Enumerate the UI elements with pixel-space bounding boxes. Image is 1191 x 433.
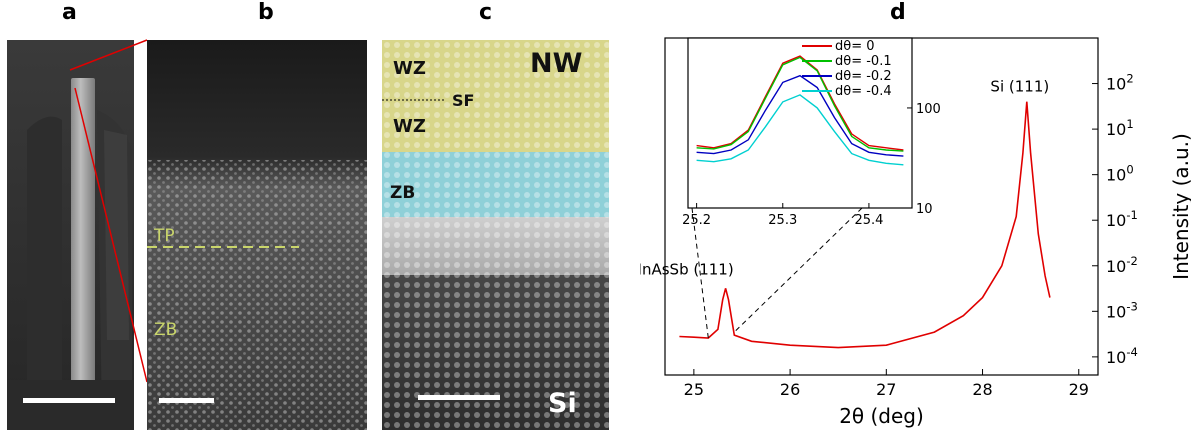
panel-letter-d: d — [890, 0, 906, 25]
y-tick-label: 100 — [1106, 163, 1134, 185]
zb-label-c: ZB — [390, 183, 416, 203]
inset-legend-label: dθ= -0.1 — [835, 54, 892, 69]
wz-label-bottom: WZ — [393, 116, 426, 137]
inassb-peak-annotation: InAsSb (111) — [640, 261, 734, 279]
inset-legend-label: dθ= 0 — [835, 39, 875, 54]
y-tick-label: 10-1 — [1106, 208, 1138, 230]
x-tick-label: 27 — [876, 380, 896, 399]
panel-letter-a: a — [62, 0, 77, 25]
panel-letter-c: c — [479, 0, 493, 25]
inset-y-tick-label: 100 — [916, 102, 941, 117]
x-axis-label: 2θ (deg) — [839, 404, 924, 428]
inset-connector-left — [691, 207, 709, 339]
y-tick-label: 101 — [1106, 117, 1134, 139]
inset-legend-label: dθ= -0.2 — [835, 69, 892, 84]
wz-label-top: WZ — [393, 58, 426, 79]
nw-label: NW — [530, 48, 583, 79]
inset-series-line — [696, 74, 904, 157]
si-label: Si — [548, 388, 577, 419]
inset-frame — [687, 37, 913, 209]
x-tick-label: 28 — [972, 380, 992, 399]
inset-x-tick-label: 25.2 — [682, 213, 711, 228]
x-tick-label: 25 — [684, 380, 704, 399]
scale-bar-b — [159, 398, 214, 403]
x-tick-label: 29 — [1069, 380, 1089, 399]
sf-label: SF — [452, 91, 475, 110]
xrd-scan-line — [679, 101, 1051, 349]
y-tick-label: 10-4 — [1106, 345, 1138, 367]
inset-x-tick-label: 25.3 — [768, 213, 797, 228]
y-tick-label: 102 — [1106, 72, 1134, 94]
inset-legend-label: dθ= -0.4 — [835, 84, 892, 99]
scale-bar-c — [418, 395, 500, 400]
x-tick-label: 26 — [780, 380, 800, 399]
scale-bar-a — [23, 398, 115, 403]
nanowire-shape — [71, 78, 95, 390]
y-axis-label: Intensity (a.u.) — [1169, 133, 1191, 280]
inset-series-line — [696, 56, 904, 152]
y-tick-label: 10-3 — [1106, 299, 1138, 321]
panel-c-haadf-image — [382, 40, 609, 430]
y-tick-label: 10-2 — [1106, 254, 1138, 276]
inset-series-line — [696, 55, 904, 151]
inset-series-line — [696, 94, 904, 166]
inset-x-tick-label: 25.4 — [854, 213, 883, 228]
panel-letter-b: b — [258, 0, 274, 25]
panel-b-tem-image — [147, 40, 367, 430]
inset-connector-right — [733, 207, 863, 333]
si-peak-annotation: Si (111) — [990, 78, 1049, 96]
inset-y-tick-label: 10 — [916, 202, 933, 217]
panel-a-sem-image — [7, 40, 134, 430]
tp-label: TP — [154, 226, 175, 246]
zb-label-b: ZB — [154, 320, 178, 340]
